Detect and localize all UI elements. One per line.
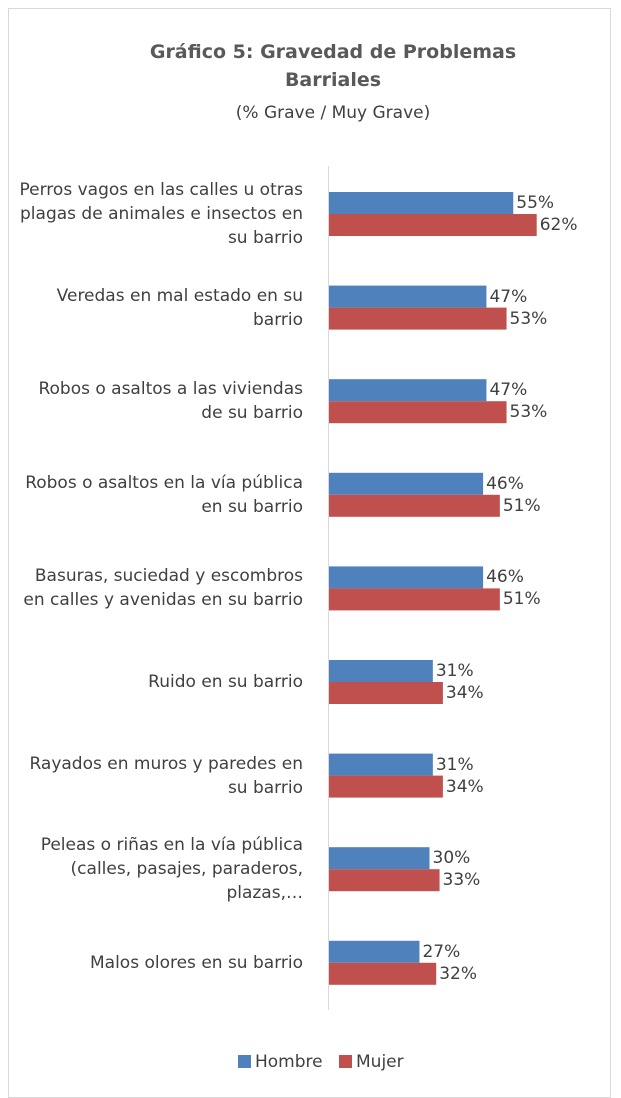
- category-label: Ruido en su barrio: [148, 672, 303, 692]
- legend-label: Mujer: [356, 1052, 404, 1072]
- value-label: 51%: [502, 589, 541, 610]
- bar: [329, 307, 507, 330]
- legend-swatch: [238, 1055, 251, 1068]
- value-label: 30%: [432, 848, 471, 869]
- legend-swatch: [339, 1055, 352, 1068]
- value-label: 27%: [422, 941, 461, 962]
- value-label: 34%: [445, 776, 484, 797]
- bar: [329, 588, 500, 611]
- value-label: 47%: [489, 286, 528, 307]
- category-label: Perros vagos en las calles u otras plaga…: [19, 180, 303, 248]
- bar: [329, 847, 430, 870]
- category-label: Rayados en muros y paredes en su barrio: [29, 753, 303, 798]
- chart-title: Gráfico 5: Gravedad de Problemas Barrial…: [149, 41, 517, 91]
- bar: [329, 753, 433, 776]
- bar: [329, 660, 433, 682]
- bar: [329, 401, 507, 424]
- bar: [329, 940, 420, 963]
- value-label: 53%: [509, 308, 548, 329]
- bar: [329, 775, 443, 798]
- value-label: 53%: [509, 402, 548, 423]
- value-label: 51%: [502, 495, 541, 516]
- bar: [329, 962, 437, 985]
- bar: [329, 472, 484, 495]
- category-label: Robos o asaltos a las viviendas de su ba…: [38, 379, 303, 424]
- bar: [329, 192, 514, 214]
- legend-label: Hombre: [255, 1052, 323, 1072]
- value-label: 55%: [516, 193, 555, 213]
- bar: [329, 869, 440, 892]
- value-label: 33%: [442, 870, 481, 891]
- bar: [329, 494, 500, 517]
- category-label: Veredas en mal estado en su barrio: [56, 285, 303, 330]
- bar: [329, 285, 487, 308]
- value-label: 31%: [435, 754, 474, 775]
- value-label: 46%: [486, 473, 524, 494]
- value-label: 32%: [439, 963, 477, 984]
- value-label: 62%: [539, 215, 578, 235]
- category-label: Basuras, suciedad y escombros en calles …: [23, 566, 303, 611]
- bar: [329, 682, 443, 704]
- category-label: Malos olores en su barrio: [89, 952, 303, 973]
- category-label: Peleas o riñas en la vía pública (calles…: [40, 835, 303, 904]
- value-label: 34%: [445, 683, 484, 703]
- bar: [329, 214, 537, 236]
- chart-subtitle: (% Grave / Muy Grave): [235, 103, 431, 123]
- bar: [329, 566, 484, 589]
- value-label: 31%: [435, 661, 474, 681]
- category-label: Robos o asaltos en la vía pública en su …: [25, 472, 303, 517]
- value-label: 46%: [486, 567, 524, 588]
- value-label: 47%: [489, 380, 528, 401]
- bar: [329, 379, 487, 402]
